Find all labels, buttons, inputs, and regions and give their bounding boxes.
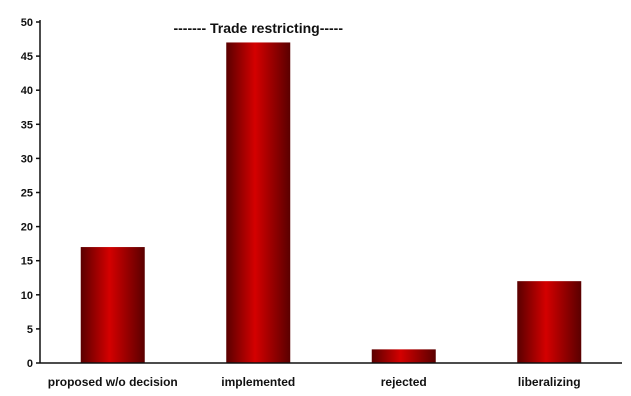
y-tick-label: 0 (27, 358, 33, 370)
x-axis-labels: proposed w/o decision implemented rejected… (48, 375, 581, 389)
y-tick-label: 25 (21, 188, 33, 200)
bar-proposed-w-o-decision (80, 247, 145, 363)
y-tick-label: 30 (21, 153, 33, 165)
y-tick-label: 15 (21, 256, 33, 268)
y-tick-label: 20 (21, 222, 33, 234)
bar-liberalizing (517, 281, 582, 363)
bars (80, 42, 582, 364)
y-tick-label: 35 (21, 119, 33, 131)
x-category-label: rejected (381, 375, 427, 389)
y-tick-label: 10 (21, 290, 33, 302)
bar-rejected (371, 349, 436, 363)
y-tick-label: 5 (27, 324, 33, 336)
trade-restricting-annotation: ------- Trade restricting----- (173, 20, 343, 36)
x-category-label: liberalizing (518, 375, 581, 389)
x-category-label: implemented (221, 375, 295, 389)
y-axis-ticks: 0 5 10 15 20 25 30 35 40 45 50 (21, 17, 40, 370)
bar-implemented (226, 42, 291, 364)
x-category-label: proposed w/o decision (48, 375, 178, 389)
y-tick-label: 50 (21, 17, 33, 29)
y-tick-label: 40 (21, 85, 33, 97)
y-tick-label: 45 (21, 51, 33, 63)
